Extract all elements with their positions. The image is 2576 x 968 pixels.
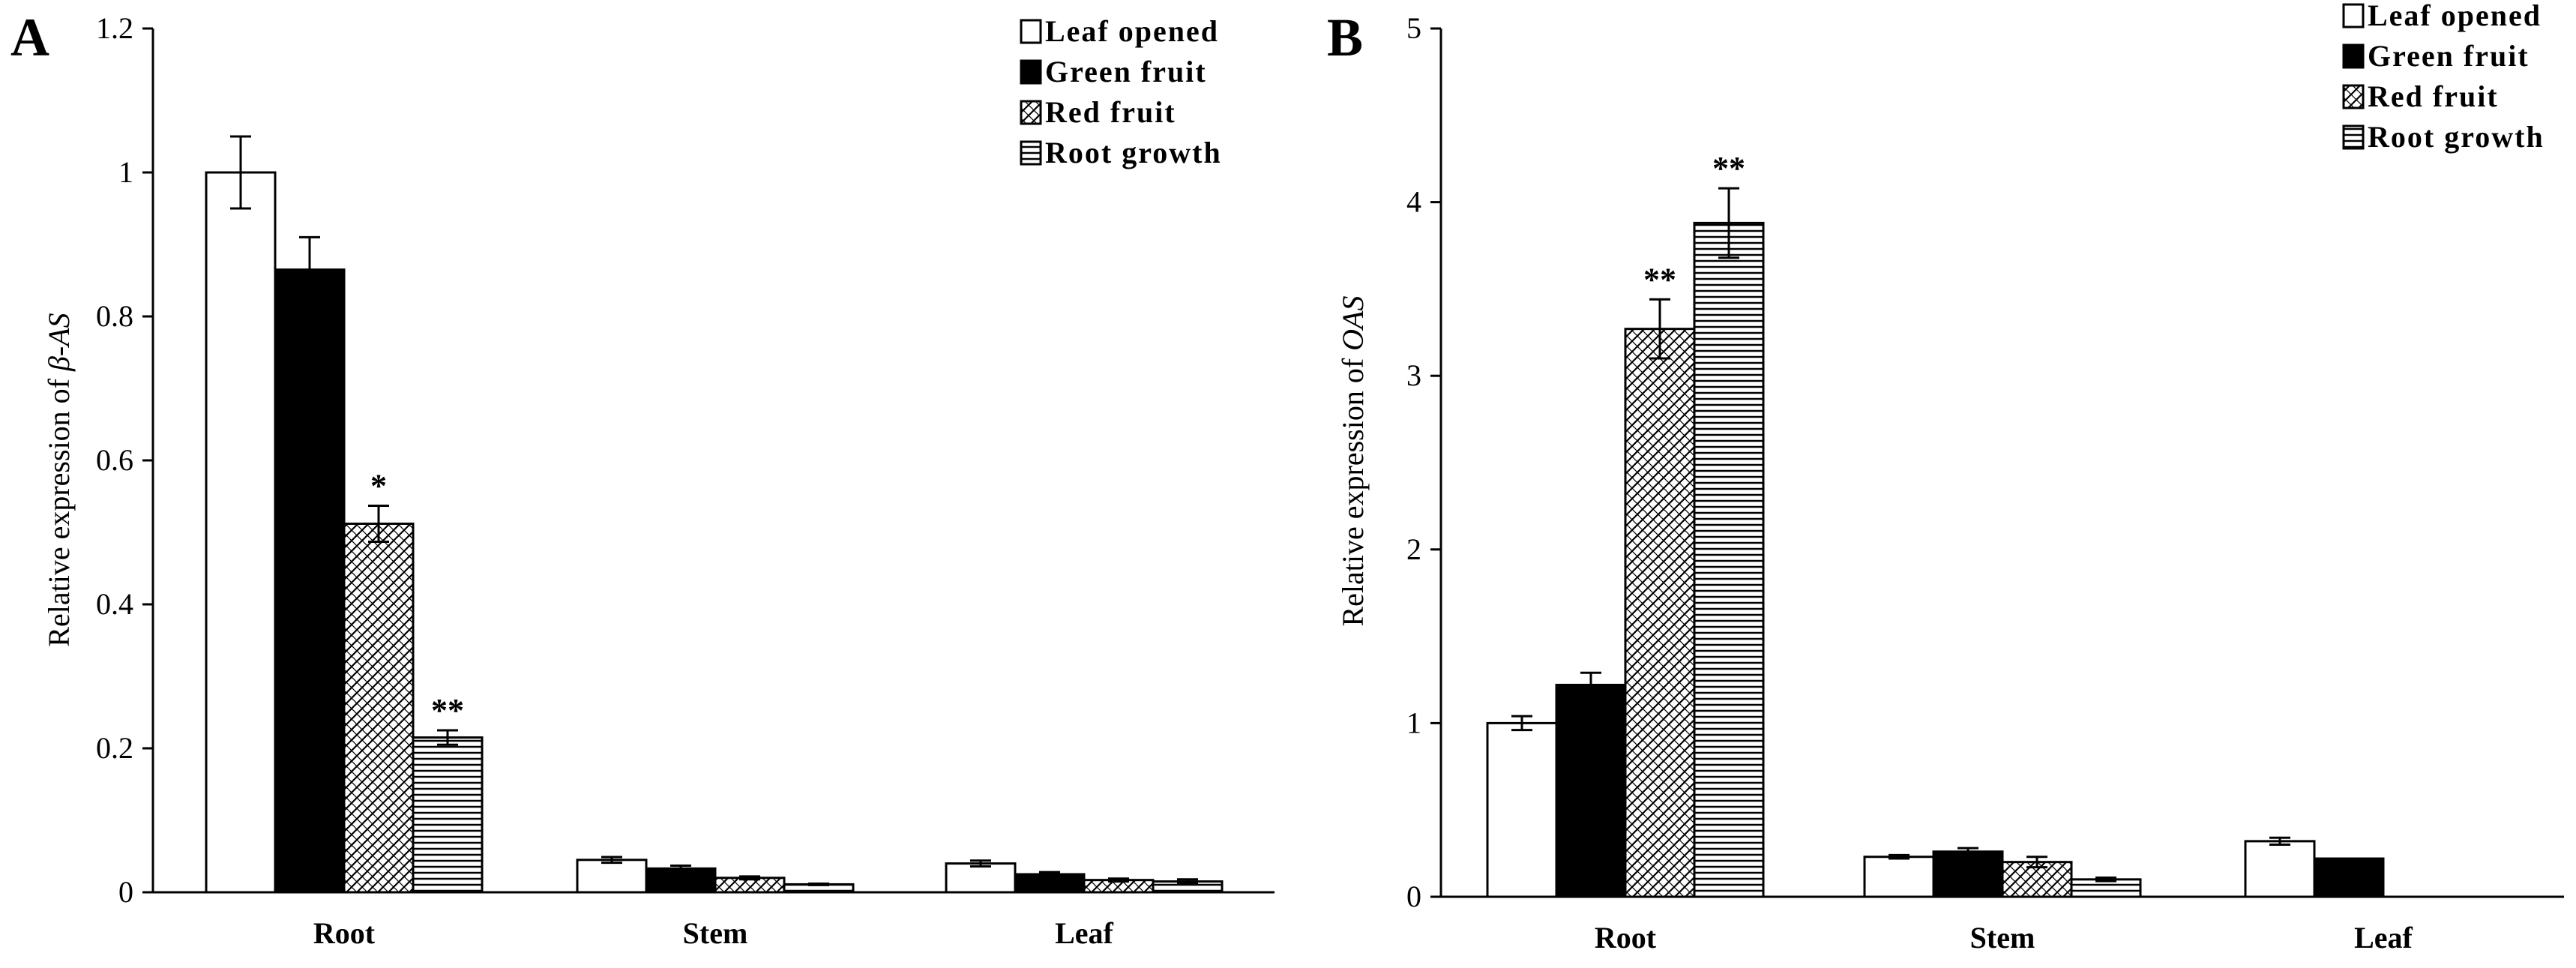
- y-axis-label-a: Relative expression of β-AS: [42, 313, 76, 646]
- legend-swatch: [2342, 3, 2365, 28]
- error-bar: [1039, 871, 1060, 878]
- legend-label: Root growth: [2368, 120, 2545, 154]
- legend-item-red-fruit: Red fruit: [2342, 79, 2499, 113]
- y-tick-label: 1: [118, 155, 133, 189]
- legend-b: Leaf opened Green fruit Red fruit Root grow…: [2342, 0, 2545, 154]
- legend-item-green-fruit: Green fruit: [2342, 39, 2530, 73]
- error-bar: [299, 235, 320, 304]
- bar-red-fruit-root: [1624, 328, 1696, 898]
- bar-green-fruit-root: [1555, 683, 1627, 898]
- bar-leaf-opened-stem: [1863, 856, 1935, 898]
- legend-swatch: [2342, 43, 2365, 69]
- legend-label: Red fruit: [1045, 95, 1176, 129]
- error-bar: [2026, 856, 2047, 869]
- legend-swatch: [1020, 100, 1042, 125]
- panel-a: A 00.20.40.60.811.2***Root Stem Leaf Relat…: [10, 7, 1275, 950]
- y-tick-label: 2: [1406, 532, 1421, 566]
- legend-label: Leaf opened: [1045, 14, 1219, 48]
- error-bar: [1580, 671, 1601, 699]
- error-bar: [1649, 298, 1670, 360]
- y-tick-label: 0.6: [96, 443, 133, 477]
- error-bar: [2095, 877, 2116, 883]
- bar-root-growth-root: [1693, 221, 1765, 898]
- axes-a: 00.20.40.60.811.2***Root Stem Leaf: [96, 11, 1275, 950]
- x-tick-label-leaf: Leaf: [1055, 916, 1113, 950]
- error-bar: [437, 729, 458, 746]
- bar-leaf-opened-leaf: [945, 862, 1017, 894]
- error-bar: [808, 882, 829, 886]
- y-tick-label: 0: [118, 875, 133, 909]
- panel-label-b: B: [1327, 7, 1363, 67]
- legend-label: Leaf opened: [2368, 0, 2542, 32]
- bar-leaf-opened-root: [1486, 721, 1558, 898]
- error-bar: [1957, 847, 1978, 856]
- error-bar: [670, 864, 691, 873]
- legend-label: Red fruit: [2368, 79, 2499, 113]
- y-tick-label: 0.4: [96, 587, 133, 621]
- legend-swatch: [2342, 84, 2365, 109]
- y-tick-label: 5: [1406, 11, 1421, 45]
- bar-green-fruit-root: [274, 268, 346, 894]
- bar-leaf-opened-stem: [576, 859, 648, 894]
- legend-label: Green fruit: [2368, 39, 2530, 73]
- y-tick-label: 3: [1406, 358, 1421, 392]
- legend-item-leaf-opened: Leaf opened: [1020, 14, 1219, 48]
- significance-mark: *: [370, 467, 387, 504]
- legend-item-leaf-opened: Leaf opened: [2342, 0, 2542, 32]
- x-tick-label-root: Root: [1595, 921, 1657, 955]
- y-tick-label: 0.8: [96, 299, 133, 333]
- bar-green-fruit-stem: [1932, 850, 2004, 898]
- error-bar: [1511, 715, 1532, 732]
- y-tick-label: 1: [1406, 706, 1421, 739]
- bar-red-fruit-root: [343, 522, 415, 894]
- y-tick-label: 0.2: [96, 731, 133, 765]
- x-tick-label-stem: Stem: [683, 916, 748, 950]
- bar-green-fruit-leaf: [2313, 857, 2385, 898]
- significance-mark: **: [431, 692, 464, 729]
- y-tick-label: 4: [1406, 185, 1421, 219]
- x-tick-label-stem: Stem: [1970, 921, 2035, 955]
- error-bar: [1889, 853, 1910, 860]
- legend-swatch: [1020, 59, 1042, 85]
- error-bar: [368, 504, 389, 543]
- legend-swatch: [2342, 124, 2365, 150]
- bar-leaf-opened-leaf: [2244, 840, 2316, 898]
- bar-leaf-opened-root: [205, 171, 277, 894]
- error-bar: [601, 856, 622, 865]
- legend-item-green-fruit: Green fruit: [1020, 55, 1207, 88]
- y-axis-label-b: Relative expression of OAS: [1336, 295, 1370, 626]
- legend-swatch: [1020, 19, 1042, 44]
- axes-b: 0 1 2 3 4 5 ** ** Root Stem Leaf: [1406, 11, 2564, 955]
- legend-item-root-growth: Root growth: [2342, 120, 2545, 154]
- legend-label: Green fruit: [1045, 55, 1207, 88]
- error-bar: [2269, 836, 2290, 847]
- legend-swatch: [1020, 140, 1042, 166]
- error-bar: [1108, 877, 1129, 883]
- error-bar: [230, 135, 251, 210]
- y-tick-label: 1.2: [96, 11, 133, 45]
- legend-item-red-fruit: Red fruit: [1020, 95, 1176, 129]
- error-bar: [739, 875, 760, 881]
- x-tick-label-root: Root: [313, 916, 376, 950]
- panel-label-a: A: [10, 7, 49, 67]
- error-bar: [1177, 878, 1198, 885]
- bar-root-growth-root: [412, 736, 484, 894]
- legend-label: Root growth: [1045, 136, 1222, 169]
- legend-a: Leaf opened Green fruit Red fruit Root grow…: [1020, 14, 1222, 169]
- significance-mark: **: [1712, 150, 1745, 187]
- legend-item-root-growth: Root growth: [1020, 136, 1222, 169]
- error-bar: [1718, 187, 1739, 259]
- panel-b: B 0 1 2 3 4 5 ** ** Root Stem Leaf Relative expres…: [1327, 0, 2564, 955]
- x-tick-label-leaf: Leaf: [2354, 921, 2413, 955]
- significance-mark: **: [1643, 261, 1676, 298]
- error-bar: [970, 859, 991, 868]
- y-tick-label: 0: [1406, 880, 1421, 913]
